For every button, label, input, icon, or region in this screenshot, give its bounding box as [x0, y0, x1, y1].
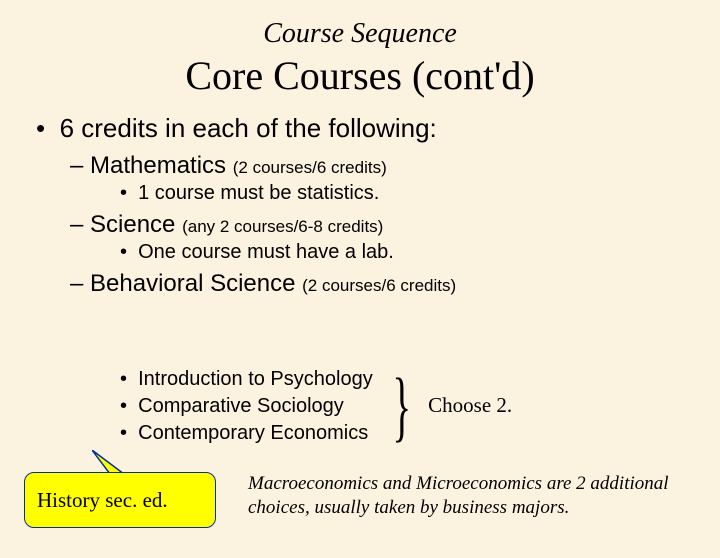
- behavioral-options-group: • Introduction to Psychology • Comparati…: [120, 366, 680, 449]
- math-requirement-text: 1 course must be statistics.: [138, 182, 379, 204]
- brace-icon: }: [392, 367, 411, 445]
- math-requirement: • 1 course must be statistics.: [120, 182, 720, 205]
- option-text: Introduction to Psychology: [138, 368, 373, 390]
- subject-label: Mathematics: [90, 152, 226, 179]
- option-text: Comparative Sociology: [138, 395, 344, 417]
- list-item: • Contemporary Economics: [120, 422, 373, 445]
- main-bullet: • 6 credits in each of the following:: [36, 113, 720, 144]
- list-item: • Comparative Sociology: [120, 395, 373, 418]
- callout-text: History sec. ed.: [37, 488, 168, 513]
- footnote: Macroeconomics and Microeconomics are 2 …: [248, 472, 698, 520]
- subject-mathematics: – Mathematics (2 courses/6 credits): [70, 152, 720, 180]
- subject-label: Science: [90, 211, 175, 238]
- main-bullet-text: 6 credits in each of the following:: [60, 113, 437, 143]
- subject-paren: (any 2 courses/6-8 credits): [182, 217, 383, 236]
- slide-supertitle: Course Sequence: [0, 18, 720, 50]
- history-callout: History sec. ed.: [24, 472, 216, 528]
- subject-label: Behavioral Science: [90, 270, 295, 297]
- subject-paren: (2 courses/6 credits): [302, 276, 456, 295]
- option-text: Contemporary Economics: [138, 422, 368, 444]
- slide-title: Core Courses (cont'd): [0, 52, 720, 99]
- slide: Course Sequence Core Courses (cont'd) • …: [0, 18, 720, 558]
- behavioral-options-list: • Introduction to Psychology • Comparati…: [120, 366, 373, 449]
- science-requirement-text: One course must have a lab.: [138, 241, 394, 263]
- subject-behavioral: – Behavioral Science (2 courses/6 credit…: [70, 270, 720, 298]
- choose-label: Choose 2.: [428, 393, 512, 418]
- subject-paren: (2 courses/6 credits): [233, 158, 387, 177]
- science-requirement: • One course must have a lab.: [120, 241, 720, 264]
- list-item: • Introduction to Psychology: [120, 368, 373, 391]
- subject-science: – Science (any 2 courses/6-8 credits): [70, 211, 720, 239]
